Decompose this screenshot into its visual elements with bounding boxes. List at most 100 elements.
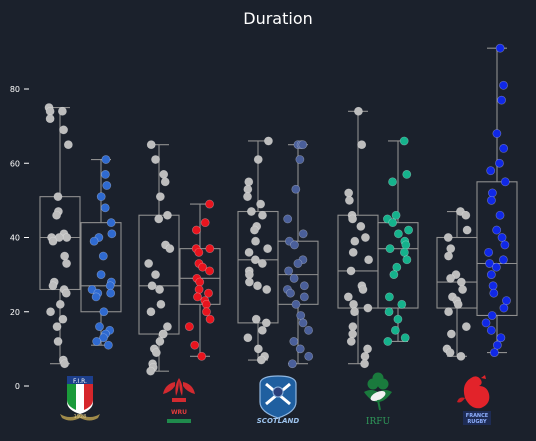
data-point <box>91 292 101 302</box>
data-point <box>495 43 505 53</box>
data-point <box>363 344 372 354</box>
data-point <box>144 259 154 268</box>
data-point <box>399 136 409 146</box>
plot-area <box>39 43 518 376</box>
y-tick-label-20: 20 <box>10 308 20 317</box>
data-point <box>444 307 453 317</box>
data-point <box>390 325 400 335</box>
data-point <box>155 337 165 346</box>
data-point <box>163 210 172 220</box>
data-point <box>350 307 359 317</box>
data-point <box>202 307 211 317</box>
wales-feathers-crest-icon: WRU <box>163 378 195 423</box>
data-point <box>402 255 412 265</box>
data-point <box>154 214 164 224</box>
data-point <box>388 218 398 228</box>
scotland-logo-text: SCOTLAND <box>257 417 300 425</box>
data-point <box>202 299 211 309</box>
data-point <box>105 281 115 291</box>
box-group-ireland-1 <box>377 136 419 346</box>
data-point <box>397 299 407 309</box>
data-point <box>92 337 102 346</box>
data-point <box>499 143 509 153</box>
box-group-scotland-0 <box>237 136 279 365</box>
data-point <box>100 203 110 213</box>
data-point <box>95 322 104 331</box>
data-point <box>62 259 71 268</box>
data-point <box>354 106 363 116</box>
data-point <box>262 285 272 294</box>
data-point <box>488 281 498 291</box>
data-point <box>383 337 393 346</box>
data-point <box>492 129 502 138</box>
data-point <box>391 210 401 220</box>
data-point <box>55 299 65 309</box>
data-point <box>497 95 506 105</box>
data-point <box>401 240 411 250</box>
data-point <box>146 140 156 150</box>
data-point <box>404 225 413 235</box>
data-point <box>284 266 294 276</box>
data-point <box>106 288 116 298</box>
data-point <box>151 155 160 164</box>
data-point <box>356 221 366 231</box>
data-point <box>299 292 309 302</box>
data-point <box>45 106 55 116</box>
data-point <box>200 218 210 228</box>
data-point <box>60 359 70 369</box>
data-point <box>293 259 303 268</box>
data-point <box>298 318 308 328</box>
data-point <box>146 307 156 317</box>
data-point <box>101 169 110 179</box>
data-point <box>346 266 356 276</box>
data-point <box>453 299 463 309</box>
data-point <box>103 340 113 350</box>
data-point <box>246 207 256 216</box>
data-point <box>159 169 169 179</box>
data-point <box>263 244 273 254</box>
data-point <box>60 251 70 261</box>
iqr-box-ireland-1 <box>377 222 419 309</box>
data-point <box>486 270 496 280</box>
data-point <box>364 255 373 265</box>
data-point <box>461 322 471 331</box>
ireland-shamrock-crest-icon: IRFU <box>364 372 392 427</box>
data-point <box>481 318 491 328</box>
data-point <box>385 244 395 254</box>
data-point <box>492 225 502 235</box>
data-point <box>348 214 357 224</box>
box-group-france-0 <box>436 207 478 361</box>
data-point <box>256 355 266 365</box>
data-point <box>96 270 106 280</box>
data-point <box>48 281 58 291</box>
box-group-italy-0 <box>39 103 81 369</box>
y-axis: 0 20 40 60 80 <box>10 85 29 391</box>
data-point <box>264 136 273 146</box>
data-point <box>98 251 108 261</box>
data-point <box>52 210 61 220</box>
data-point <box>496 333 506 343</box>
data-point <box>393 314 403 324</box>
data-point <box>63 140 73 150</box>
data-point <box>193 292 202 302</box>
y-tick-label-0: 0 <box>15 382 20 391</box>
italy-logo-subtext: 1928 <box>74 414 87 420</box>
data-point <box>58 314 68 324</box>
data-point <box>54 233 64 242</box>
data-point <box>62 233 72 242</box>
italy-fir-crest-icon: F.I.R. 1928 <box>60 376 100 421</box>
box-group-france-1 <box>476 43 518 357</box>
data-point <box>253 344 263 354</box>
data-point <box>59 125 68 135</box>
data-point <box>348 329 358 339</box>
italy-logo-text: F.I.R. <box>73 378 87 385</box>
data-point <box>99 307 109 317</box>
data-point <box>286 288 295 298</box>
data-point <box>499 80 508 90</box>
data-point <box>253 155 263 164</box>
data-point <box>456 351 466 361</box>
data-point <box>348 322 358 331</box>
data-point <box>445 348 455 357</box>
france-logo-text-line1: FRANCE <box>466 413 489 419</box>
